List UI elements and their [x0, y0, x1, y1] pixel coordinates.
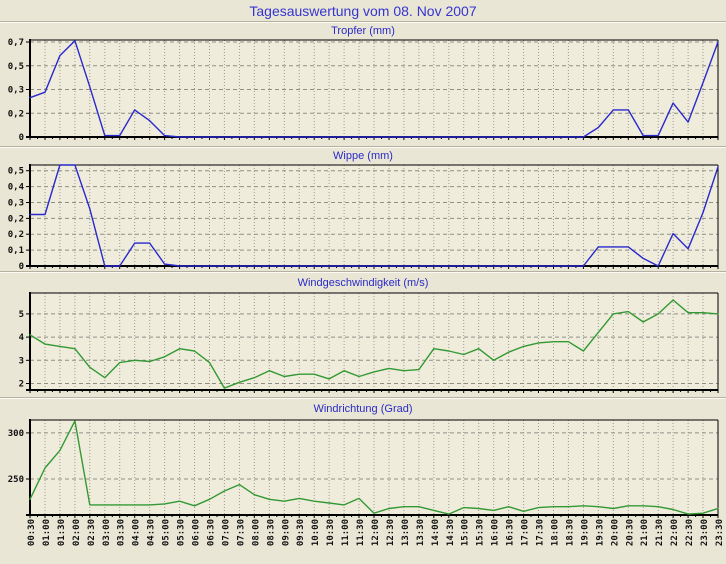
svg-text:0,5: 0,5: [8, 167, 24, 177]
svg-text:18:00: 18:00: [551, 519, 561, 546]
svg-text:0,3: 0,3: [8, 86, 24, 96]
svg-text:03:30: 03:30: [117, 519, 127, 546]
svg-text:02:30: 02:30: [87, 519, 97, 546]
separator-line: [0, 21, 726, 23]
windrichtung-chart-title: Windrichtung (Grad): [313, 403, 413, 415]
svg-text:12:30: 12:30: [386, 519, 396, 546]
svg-text:08:00: 08:00: [251, 519, 261, 546]
svg-text:18:30: 18:30: [565, 519, 575, 546]
svg-text:21:00: 21:00: [640, 519, 650, 546]
wippe-chart-title: Wippe (mm): [333, 150, 393, 162]
svg-text:01:30: 01:30: [57, 519, 67, 546]
windrichtung-chart: 300 250: [8, 419, 719, 518]
svg-text:10:30: 10:30: [326, 519, 336, 546]
windgeschwindigkeit-chart: 5 4 3 2: [19, 292, 719, 393]
svg-text:04:30: 04:30: [147, 519, 157, 546]
svg-text:13:30: 13:30: [416, 519, 426, 546]
svg-text:04:00: 04:00: [132, 519, 142, 546]
svg-text:19:00: 19:00: [580, 519, 590, 546]
svg-text:300: 300: [8, 429, 24, 439]
svg-text:3: 3: [19, 356, 24, 366]
svg-text:250: 250: [8, 475, 24, 485]
svg-text:13:00: 13:00: [401, 519, 411, 546]
svg-text:03:00: 03:00: [102, 519, 112, 546]
svg-text:19:30: 19:30: [595, 519, 605, 546]
svg-text:17:30: 17:30: [536, 519, 546, 546]
svg-text:07:30: 07:30: [236, 519, 246, 546]
svg-text:17:00: 17:00: [521, 519, 531, 546]
svg-text:02:00: 02:00: [72, 519, 82, 546]
svg-text:14:00: 14:00: [431, 519, 441, 546]
svg-text:0,4: 0,4: [8, 183, 25, 193]
svg-text:06:00: 06:00: [192, 519, 202, 546]
svg-text:20:30: 20:30: [625, 519, 635, 546]
svg-text:05:30: 05:30: [177, 519, 187, 546]
tropfer-chart: 0,7 0,5 0,3 0,2 0: [8, 38, 719, 143]
x-axis-labels: 00:30 01:00 01:30 02:00 02:30 03:00 03:30 04:00…: [27, 519, 725, 546]
svg-text:11:00: 11:00: [341, 519, 351, 546]
svg-text:10:00: 10:00: [311, 519, 321, 546]
svg-text:08:30: 08:30: [266, 519, 276, 546]
svg-text:4: 4: [19, 333, 25, 343]
svg-text:0: 0: [19, 133, 24, 143]
page-title: Tagesauswertung vom 08. Nov 2007: [249, 3, 477, 19]
svg-text:0,2: 0,2: [8, 109, 24, 119]
svg-text:05:00: 05:00: [162, 519, 172, 546]
wippe-chart: 0,5 0,4 0,3 0,2 0,2 0,1 0: [8, 164, 719, 272]
svg-text:12:00: 12:00: [371, 519, 381, 546]
windgeschwindigkeit-chart-title: Windgeschwindigkeit (m/s): [297, 277, 429, 289]
svg-text:01:00: 01:00: [42, 519, 52, 546]
svg-text:0,1: 0,1: [8, 246, 24, 256]
svg-text:0: 0: [19, 262, 24, 272]
svg-text:16:30: 16:30: [506, 519, 516, 546]
svg-text:15:30: 15:30: [476, 519, 486, 546]
svg-text:0,3: 0,3: [8, 199, 24, 209]
svg-text:07:00: 07:00: [221, 519, 231, 546]
svg-text:2: 2: [19, 380, 24, 390]
separator-line: [0, 146, 726, 148]
svg-text:11:30: 11:30: [356, 519, 366, 546]
svg-text:06:30: 06:30: [207, 519, 217, 546]
svg-text:0,2: 0,2: [8, 214, 24, 224]
svg-text:20:00: 20:00: [610, 519, 620, 546]
svg-text:22:00: 22:00: [670, 519, 680, 546]
svg-text:23:00: 23:00: [700, 519, 710, 546]
svg-text:0,2: 0,2: [8, 230, 24, 240]
svg-text:22:30: 22:30: [685, 519, 695, 546]
separator-line: [0, 271, 726, 273]
svg-text:5: 5: [19, 310, 24, 320]
svg-text:0,5: 0,5: [8, 62, 24, 72]
svg-text:09:00: 09:00: [281, 519, 291, 546]
svg-text:16:00: 16:00: [491, 519, 501, 546]
svg-text:0,7: 0,7: [8, 38, 24, 48]
tropfer-chart-title: Tropfer (mm): [331, 25, 395, 37]
separator-line: [0, 397, 726, 399]
svg-text:15:00: 15:00: [461, 519, 471, 546]
svg-text:23:30: 23:30: [715, 519, 725, 546]
svg-text:21:30: 21:30: [655, 519, 665, 546]
svg-text:14:30: 14:30: [446, 519, 456, 546]
svg-text:00:30: 00:30: [27, 519, 37, 546]
svg-text:09:30: 09:30: [296, 519, 306, 546]
